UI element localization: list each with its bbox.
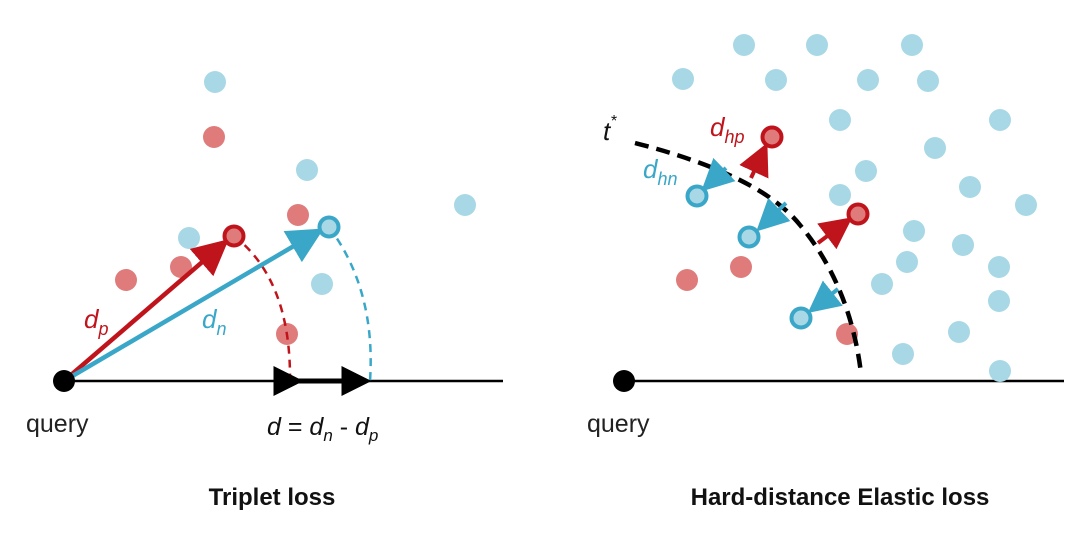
dhp-label: dhp (710, 112, 745, 147)
negative-sample (204, 71, 226, 93)
negative-sample (178, 227, 200, 249)
negative-sample (988, 256, 1010, 278)
negative-sample (948, 321, 970, 343)
query-label-left: query (26, 410, 89, 438)
positive-sample (836, 323, 858, 345)
query-point (53, 370, 75, 392)
negative-sample (952, 234, 974, 256)
hard-positive-sample (760, 125, 784, 149)
negative-sample (988, 290, 1010, 312)
positive-sample (170, 256, 192, 278)
negative-sample (892, 343, 914, 365)
negative-sample (296, 159, 318, 181)
dhn-arrow (756, 197, 791, 232)
query-label-right: query (587, 410, 650, 438)
left-panel: dp dn d = dn - dp (53, 71, 503, 445)
anchor-negative-sample (317, 215, 341, 239)
anchor-positive-sample (222, 224, 246, 248)
query-point (613, 370, 635, 392)
positive-sample (730, 256, 752, 278)
negative-sample (903, 220, 925, 242)
negative-sample (896, 251, 918, 273)
negative-sample (855, 160, 877, 182)
negative-sample (454, 194, 476, 216)
caption-elastic-loss: Hard-distance Elastic loss (690, 484, 990, 511)
negative-sample (1015, 194, 1037, 216)
dhp-arrow (739, 142, 769, 179)
dn-arrow (62, 228, 324, 383)
negative-sample (311, 273, 333, 295)
negative-sample (765, 69, 787, 91)
negative-sample (806, 34, 828, 56)
hard-negative-sample (737, 225, 761, 249)
negative-sample (924, 137, 946, 159)
negative-sample (733, 34, 755, 56)
dhn-label: dhn (643, 154, 678, 189)
dn-radius-arc (327, 226, 372, 382)
threshold-label: t* (603, 113, 617, 146)
negative-sample (829, 184, 851, 206)
negative-sample (989, 360, 1011, 382)
positive-sample (115, 269, 137, 291)
negative-sample (672, 68, 694, 90)
dp-radius-arc (233, 235, 292, 382)
dhn-arrow (807, 280, 843, 313)
positive-sample (203, 126, 225, 148)
hard-negative-sample (685, 184, 709, 208)
dp-arrow (62, 239, 229, 383)
dp-label: dp (84, 304, 108, 339)
positive-sample (287, 204, 309, 226)
negative-sample (857, 69, 879, 91)
negative-sample (989, 109, 1011, 131)
caption-triplet-loss: Triplet loss (208, 484, 336, 511)
margin-formula: d = dn - dp (267, 413, 378, 445)
hard-negative-sample (789, 306, 813, 330)
negative-sample (901, 34, 923, 56)
negative-sample (917, 70, 939, 92)
dhn-arrow (701, 157, 736, 192)
positive-sample (676, 269, 698, 291)
right-panel: t* dhp dhn (603, 34, 1064, 392)
dhp-arrow (816, 217, 853, 250)
hard-positive-sample (846, 202, 870, 226)
dn-label: dn (202, 304, 226, 339)
negative-sample (959, 176, 981, 198)
negative-sample (829, 109, 851, 131)
negative-sample (871, 273, 893, 295)
